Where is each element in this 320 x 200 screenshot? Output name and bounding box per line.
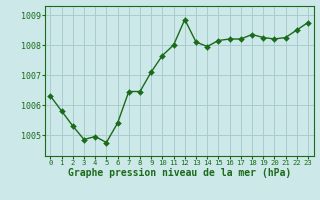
X-axis label: Graphe pression niveau de la mer (hPa): Graphe pression niveau de la mer (hPa) <box>68 168 291 178</box>
